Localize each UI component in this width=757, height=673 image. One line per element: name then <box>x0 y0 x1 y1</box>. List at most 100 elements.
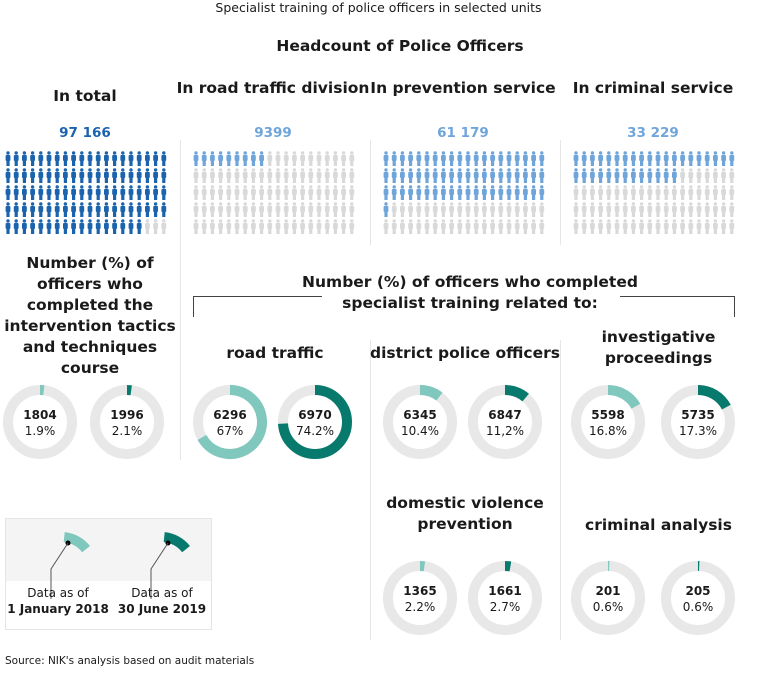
person-icon-filled <box>465 185 471 200</box>
pictogram <box>573 151 735 234</box>
person-icon-empty <box>333 168 338 183</box>
person-icon-filled <box>38 168 44 183</box>
person-icon-filled <box>104 185 109 200</box>
person-icon-filled <box>539 168 545 183</box>
person-icon-empty <box>408 219 413 234</box>
donut-arc <box>419 385 443 401</box>
donut-chart: 1996 2.1% <box>89 384 165 460</box>
person-icon-filled <box>95 151 101 166</box>
person-icon-empty <box>631 202 636 217</box>
person-icon-empty <box>349 185 355 200</box>
person-icon-empty <box>201 219 207 234</box>
person-icon-empty <box>275 219 281 234</box>
person-icon-filled <box>606 151 612 166</box>
person-icon-filled <box>87 151 93 166</box>
person-icon-empty <box>721 185 726 200</box>
person-icon-filled <box>639 151 644 166</box>
person-icon-empty <box>308 202 314 217</box>
divider <box>560 340 561 640</box>
person-icon-empty <box>193 219 199 234</box>
person-icon-filled <box>424 185 430 200</box>
donut-percent: 0.6% <box>592 600 624 614</box>
legend-item-2018: Data as of 1 January 2018 <box>7 586 109 616</box>
person-icon-filled <box>400 185 405 200</box>
person-icon-filled <box>104 219 109 234</box>
person-icon-empty <box>316 185 322 200</box>
headcount-label: In criminal service <box>572 79 734 97</box>
person-icon-empty <box>201 202 207 217</box>
person-icon-empty <box>672 202 677 217</box>
donut-chart: 1661 2.7% <box>467 560 543 636</box>
person-icon-filled <box>672 151 677 166</box>
person-icon-filled <box>539 185 545 200</box>
person-icon-filled <box>655 151 661 166</box>
person-icon-empty <box>490 202 495 217</box>
person-icon-empty <box>441 219 446 234</box>
person-icon-empty <box>333 219 338 234</box>
headcount-value: 61 179 <box>437 125 489 141</box>
person-icon-empty <box>416 202 422 217</box>
panel-title: district police officers <box>370 344 560 362</box>
person-icon-filled <box>506 151 512 166</box>
person-icon-empty <box>680 168 685 183</box>
person-icon-empty <box>590 202 595 217</box>
person-icon-empty <box>729 219 735 234</box>
panel-title: Number (%) of officers who completed the… <box>4 254 176 377</box>
person-icon-empty <box>267 202 273 217</box>
person-icon-filled <box>210 151 215 166</box>
person-icon-empty <box>324 151 330 166</box>
donut-arc <box>607 385 641 409</box>
person-icon-empty <box>251 202 256 217</box>
person-icon-filled <box>13 185 19 200</box>
donut-percent: 2.7% <box>489 600 521 614</box>
person-icon-filled <box>457 151 463 166</box>
person-icon-empty <box>663 202 669 217</box>
person-icon-empty <box>242 202 248 217</box>
person-icon-empty <box>275 185 281 200</box>
person-icon-empty <box>688 185 694 200</box>
person-icon-empty <box>672 219 677 234</box>
donut-percent: 17.3% <box>678 424 718 438</box>
donut-percent: 10.4% <box>400 424 440 438</box>
legend-arc-2019 <box>163 532 190 553</box>
person-icon-empty <box>465 202 471 217</box>
person-icon-filled <box>383 151 389 166</box>
person-icon-empty <box>696 219 702 234</box>
person-icon-filled <box>242 151 248 166</box>
person-icon-filled <box>449 168 454 183</box>
divider <box>180 140 181 460</box>
person-icon-empty <box>424 219 430 234</box>
person-icon-filled <box>465 168 471 183</box>
person-icon-filled <box>13 151 19 166</box>
person-icon-filled <box>473 151 479 166</box>
person-icon-empty <box>680 219 685 234</box>
headcount-label: In prevention service <box>370 79 556 97</box>
legend-item-2019: Data as of 30 June 2019 <box>117 586 207 616</box>
person-icon-empty <box>614 219 620 234</box>
person-icon-filled <box>457 168 463 183</box>
person-icon-empty <box>590 185 595 200</box>
person-icon-empty <box>308 219 314 234</box>
person-icon-filled <box>120 151 126 166</box>
person-icon-filled <box>514 185 520 200</box>
person-icon-empty <box>267 219 273 234</box>
person-icon-empty <box>655 202 661 217</box>
donut-percent: 16.8% <box>588 424 628 438</box>
person-icon-filled <box>490 168 495 183</box>
person-icon-empty <box>598 219 603 234</box>
person-icon-empty <box>631 185 636 200</box>
person-icon-empty <box>234 168 240 183</box>
person-icon-empty <box>432 202 438 217</box>
person-icon-filled <box>30 202 35 217</box>
person-icon-empty <box>490 219 495 234</box>
person-icon-filled <box>136 185 142 200</box>
person-icon-empty <box>598 202 603 217</box>
person-icon-filled <box>71 185 76 200</box>
person-icon-empty <box>210 185 215 200</box>
person-icon-empty <box>631 219 636 234</box>
donut-percent: 1.9% <box>24 424 56 438</box>
person-icon-empty <box>308 151 314 166</box>
person-icon-filled <box>688 151 694 166</box>
donut-value: 6296 <box>213 408 247 422</box>
person-icon-empty <box>145 219 150 234</box>
